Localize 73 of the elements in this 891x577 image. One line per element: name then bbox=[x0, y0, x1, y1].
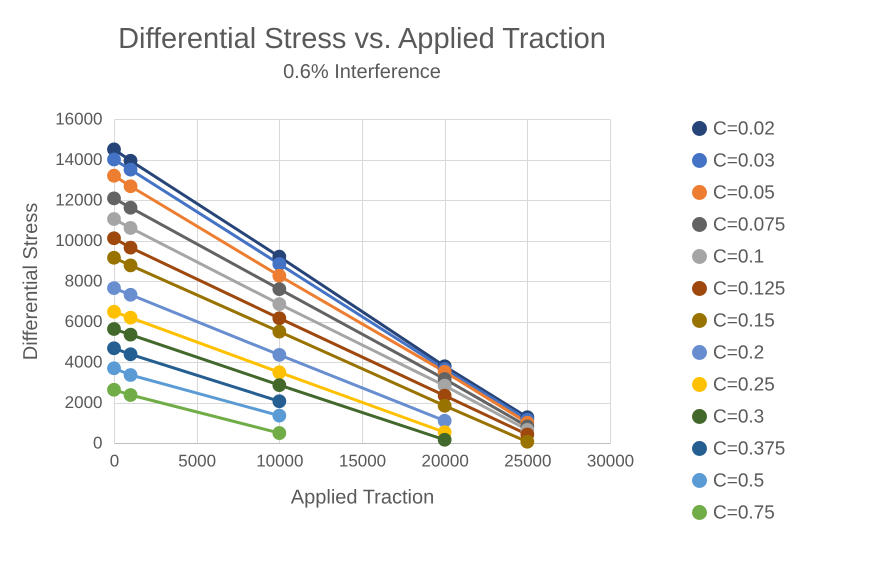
legend-label: C=0.75 bbox=[713, 502, 775, 524]
point bbox=[124, 347, 138, 362]
point bbox=[520, 434, 534, 449]
y-tick-label: 0 bbox=[93, 434, 102, 452]
point bbox=[272, 426, 286, 440]
point bbox=[438, 414, 452, 428]
point bbox=[107, 322, 121, 336]
y-tick-label: 10000 bbox=[55, 231, 102, 250]
legend-label: C=0.05 bbox=[713, 182, 775, 204]
point bbox=[107, 304, 121, 319]
point bbox=[272, 408, 286, 423]
point bbox=[107, 281, 121, 295]
legend-label: C=0.2 bbox=[713, 342, 764, 364]
legend-label: C=0.3 bbox=[713, 406, 764, 428]
legend-label: C=0.375 bbox=[713, 438, 786, 460]
y-tick-label: 4000 bbox=[64, 352, 102, 372]
legend-label: C=0.075 bbox=[713, 214, 786, 236]
point bbox=[272, 282, 286, 296]
point bbox=[124, 388, 138, 402]
y-tick-label: 8000 bbox=[64, 272, 102, 290]
point bbox=[124, 240, 138, 254]
point bbox=[107, 152, 121, 166]
point bbox=[272, 311, 286, 326]
point bbox=[107, 212, 121, 226]
legend-label: C=0.02 bbox=[713, 118, 775, 140]
legend-label: C=0.125 bbox=[713, 278, 786, 300]
y-axis-title: Differential Stress bbox=[20, 202, 42, 360]
point bbox=[124, 328, 138, 342]
point bbox=[124, 162, 138, 177]
x-tick-label: 15000 bbox=[338, 452, 386, 470]
point bbox=[272, 348, 286, 362]
point bbox=[272, 268, 286, 283]
y-tick-label: 14000 bbox=[55, 150, 102, 169]
y-tick-label: 16000 bbox=[55, 110, 102, 128]
point bbox=[124, 179, 138, 194]
y-tick-label: 6000 bbox=[64, 312, 102, 331]
point bbox=[124, 310, 138, 325]
point bbox=[272, 365, 286, 380]
x-tick-label: 20000 bbox=[422, 452, 469, 470]
point bbox=[124, 368, 138, 382]
chart-subtitle: 0.6% Interference bbox=[283, 61, 441, 83]
point bbox=[272, 324, 286, 339]
point bbox=[124, 288, 138, 302]
point bbox=[107, 250, 121, 265]
point bbox=[107, 361, 121, 376]
point bbox=[272, 297, 286, 311]
point bbox=[107, 231, 121, 246]
point bbox=[438, 432, 452, 447]
x-tick-label: 10000 bbox=[256, 452, 304, 470]
x-tick-label: 5000 bbox=[178, 452, 216, 470]
legend-label: C=0.03 bbox=[713, 150, 775, 172]
y-tick-label: 12000 bbox=[55, 190, 102, 210]
point bbox=[438, 398, 452, 413]
point bbox=[272, 394, 286, 408]
point bbox=[272, 257, 286, 271]
point bbox=[124, 221, 138, 235]
point bbox=[107, 382, 121, 397]
x-axis-title: Applied Traction bbox=[290, 486, 434, 508]
y-tick-label: 2000 bbox=[64, 393, 102, 412]
point bbox=[107, 192, 121, 206]
x-tick-label: 0 bbox=[110, 452, 120, 470]
x-tick-label: 25000 bbox=[504, 452, 552, 470]
point bbox=[107, 168, 121, 183]
legend-label: C=0.15 bbox=[713, 310, 775, 332]
x-tick-label: 30000 bbox=[586, 452, 634, 470]
point bbox=[124, 200, 138, 215]
legend-label: C=0.25 bbox=[713, 374, 775, 396]
legend-label: C=0.1 bbox=[713, 246, 764, 268]
chart-title: Differential Stress vs. Applied Traction bbox=[118, 23, 606, 55]
point bbox=[272, 378, 286, 392]
point bbox=[124, 258, 138, 272]
legend-label: C=0.5 bbox=[713, 470, 764, 492]
point bbox=[107, 341, 121, 356]
